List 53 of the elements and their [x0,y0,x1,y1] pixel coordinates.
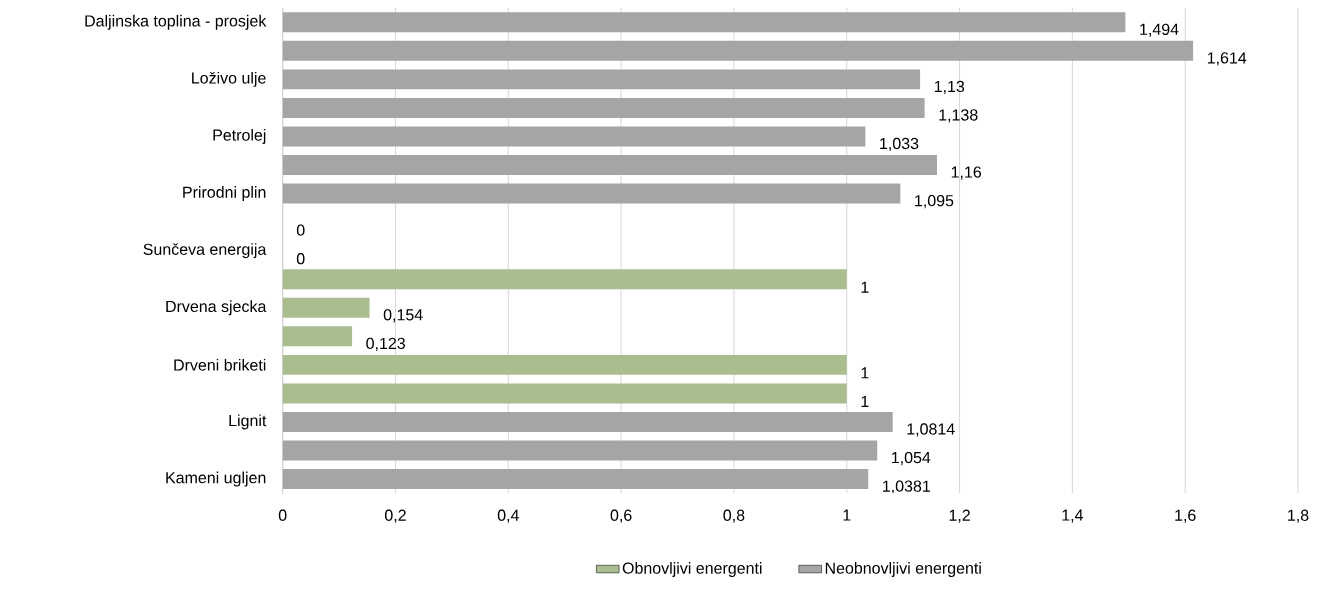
bar [282,155,937,176]
bar [282,269,847,290]
x-tick-label: 1,6 [1175,509,1196,523]
x-tick-label: 0 [278,509,287,521]
bar [282,69,921,90]
y-tick-label: Loživo ulje [192,71,266,87]
data-label: 1,13 [934,80,965,94]
y-tick-label: Prirodni plin [183,186,266,202]
bar [282,354,847,375]
data-label: 1,494 [1140,23,1179,37]
x-tick-label: 1,2 [949,509,970,523]
data-label: 0,123 [366,337,405,351]
bar [282,183,901,204]
bar [282,97,925,118]
x-tick-label: 0,8 [723,509,745,523]
data-label: 0 [296,253,305,265]
bar [282,126,866,147]
y-tick-label: Daljinska toplina - prosjek [85,14,267,30]
y-tick-label: Drveni briketi [174,359,266,371]
y-tick-label: Kameni ugljen [166,471,266,487]
data-label: 1 [861,395,869,407]
x-tick-label: 1,8 [1288,509,1309,523]
bar [282,411,893,432]
data-label: 1,0381 [883,480,930,494]
data-label: 1,033 [880,137,919,152]
data-label: 1,054 [892,451,931,466]
bar [282,469,869,490]
data-label: 1 [861,281,869,293]
x-tick-label: 0,4 [497,509,519,523]
data-label: 1 [861,367,869,379]
bar [282,12,1126,33]
x-tick-label: 0,6 [610,509,632,523]
bar [282,383,847,404]
data-label: 1,0814 [907,423,955,437]
y-tick-label: Sunčeva energija [143,243,267,259]
y-tick-label: Lignit [229,414,267,430]
data-label: 1,138 [939,109,978,123]
data-label: 0,154 [383,309,423,323]
data-label: 1,16 [951,166,982,180]
bar [282,326,353,347]
bar [282,297,370,318]
y-tick-label: Drvena sjecka [166,300,267,316]
data-label: 1,095 [915,194,954,209]
legend-label: Obnovljivi energenti [622,562,762,577]
bar [282,440,878,461]
data-label: 1,614 [1207,52,1247,66]
y-tick-label: Petrolej [213,129,266,144]
data-label: 0 [296,224,305,236]
bar [282,40,1194,61]
x-tick-label: 1 [843,509,851,521]
legend-label: Neobnovljivi energenti [825,562,981,577]
x-tick-label: 1,4 [1062,509,1084,523]
x-tick-label: 0,2 [384,509,406,523]
